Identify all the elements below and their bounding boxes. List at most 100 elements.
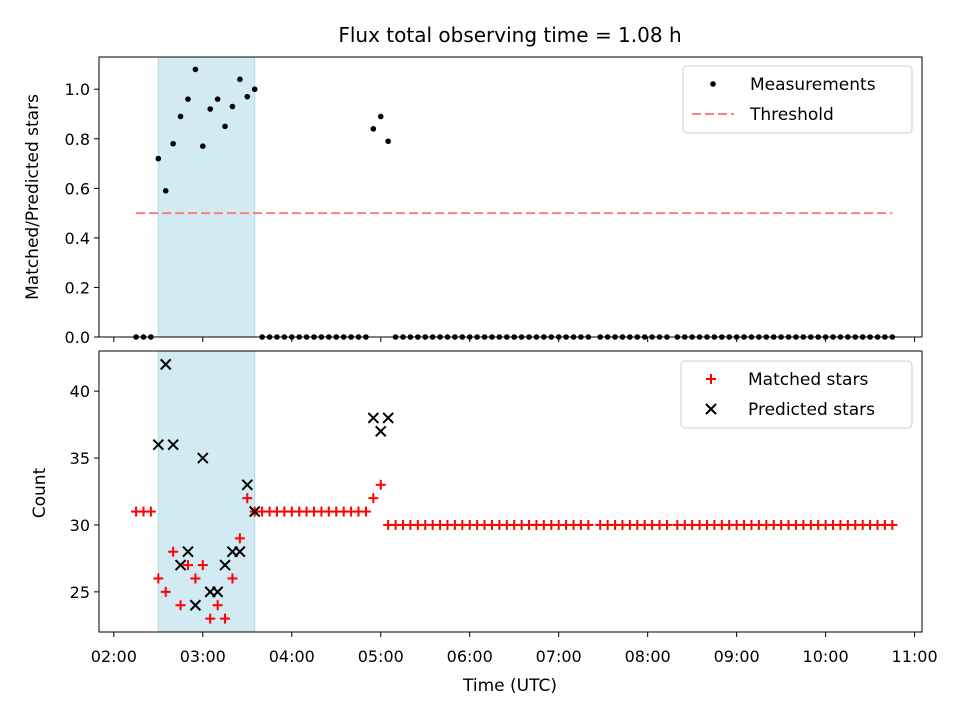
x-tick-label: 11:00 <box>892 647 938 666</box>
x-marker-b <box>367 412 380 424</box>
top-observing-window-shade <box>157 56 256 338</box>
bottom-y-ticks: 25 30 35 40 <box>70 382 99 602</box>
bottom-y-axis-label: Count <box>30 467 50 518</box>
x-tick-label: 08:00 <box>625 647 671 666</box>
measurement-point <box>237 76 243 83</box>
legend-frame <box>680 360 913 429</box>
measurement-point <box>385 138 391 145</box>
predicted-star-point <box>248 505 261 518</box>
matched-star-point <box>175 600 186 611</box>
measurement-point <box>155 155 162 162</box>
measurement-point <box>244 93 251 100</box>
matched-star-point <box>153 573 164 584</box>
bottom-legend: Matched stars Predicted stars <box>680 360 913 429</box>
measurement-point <box>222 123 228 130</box>
y-tick-label: 0.2 <box>65 278 90 297</box>
legend-threshold-label: Threshold <box>749 105 834 125</box>
matched-star-point <box>368 493 379 504</box>
matched-star-point <box>887 519 898 530</box>
x-marker-b <box>211 586 224 598</box>
measurement-point <box>185 96 191 102</box>
measurement-point <box>251 86 258 93</box>
predicted-star-point <box>189 599 202 611</box>
predicted-star-point <box>160 358 172 371</box>
measurement-point <box>200 143 206 150</box>
matched-star-point <box>145 506 156 517</box>
matched-star-point <box>242 493 253 504</box>
y-tick-label: 30 <box>70 516 90 535</box>
y-tick-label: 0.4 <box>65 229 90 248</box>
measurement-point <box>207 106 214 112</box>
x-tick-label: 09:00 <box>714 647 760 666</box>
x-marker-b <box>705 403 717 415</box>
measurement-point <box>170 140 176 147</box>
x-tick-label: 10:00 <box>803 647 849 666</box>
y-tick-label: 25 <box>70 583 90 602</box>
matched-star-point <box>375 479 386 490</box>
x-axis-label: Time (UTC) <box>462 676 557 696</box>
x-tick-label: 06:00 <box>447 647 493 666</box>
top-y-axis-label: Matched/Predicted stars <box>23 94 43 300</box>
legend-matched-label: Matched stars <box>748 370 868 390</box>
x-marker-b <box>375 425 387 437</box>
top-x-ticks <box>113 337 916 342</box>
top-axes-frame <box>98 56 923 338</box>
predicted-star-point <box>367 412 380 424</box>
x-tick-label: 04:00 <box>269 647 315 666</box>
x-tick-label: 02:00 <box>91 647 137 666</box>
matched-star-point <box>234 533 245 544</box>
y-tick-label: 0.6 <box>65 179 90 198</box>
x-marker-b <box>160 358 172 371</box>
legend-frame <box>682 65 913 134</box>
matched-star-point <box>360 506 371 517</box>
predicted-stars-points <box>152 358 394 611</box>
top-panel: 0.0 0.2 0.4 0.6 0.8 1.0 Flux total observing … <box>23 23 923 347</box>
predicted-star-point <box>234 546 246 558</box>
matched-star-point <box>205 613 216 624</box>
legend-measurements-marker <box>710 81 716 87</box>
bottom-axes-frame <box>98 350 923 633</box>
top-y-ticks: 0.0 0.2 0.4 0.6 0.8 1.0 <box>65 80 99 347</box>
predicted-star-point <box>382 412 394 424</box>
x-marker-b <box>234 546 246 558</box>
predicted-star-point <box>152 438 165 451</box>
matched-star-point <box>220 613 231 624</box>
measurement-point <box>370 126 377 132</box>
measurement-point <box>192 66 199 73</box>
legend-predicted-label: Predicted stars <box>748 400 875 420</box>
top-legend: Measurements Threshold <box>682 65 913 134</box>
x-marker-b <box>152 438 165 451</box>
matched-star-point <box>182 560 193 571</box>
bottom-observing-window-shade <box>157 350 256 633</box>
predicted-star-point <box>375 425 387 437</box>
y-tick-label: 0.0 <box>65 328 90 347</box>
matched-star-point <box>197 560 208 571</box>
legend-measurements-label: Measurements <box>750 75 876 95</box>
matched-star-point <box>227 573 238 584</box>
bottom-x-ticks: 02:00 03:00 04:00 05:00 06:00 07:00 08:00 09:00… <box>91 632 938 666</box>
measurement-point <box>177 113 184 120</box>
predicted-star-point <box>167 438 179 451</box>
x-marker-b <box>241 479 253 491</box>
matched-star-point <box>583 519 594 530</box>
matched-star-point <box>190 573 201 584</box>
y-tick-label: 40 <box>70 382 90 401</box>
measurement-point <box>162 188 169 194</box>
matched-star-point <box>160 586 171 597</box>
predicted-star-point <box>241 479 253 491</box>
x-marker-b <box>189 599 202 611</box>
chart-title: Flux total observing time = 1.08 h <box>338 23 681 47</box>
measurement-point <box>377 113 384 120</box>
x-marker-b <box>197 452 209 464</box>
predicted-star-point <box>182 546 194 558</box>
measurement-point <box>229 103 236 110</box>
y-tick-label: 1.0 <box>65 80 90 99</box>
x-marker-b <box>382 412 394 424</box>
x-tick-label: 05:00 <box>358 647 404 666</box>
x-marker-b <box>219 559 231 571</box>
matched-star-point <box>661 519 672 530</box>
x-marker-b <box>182 546 194 558</box>
predicted-star-point <box>174 559 187 571</box>
